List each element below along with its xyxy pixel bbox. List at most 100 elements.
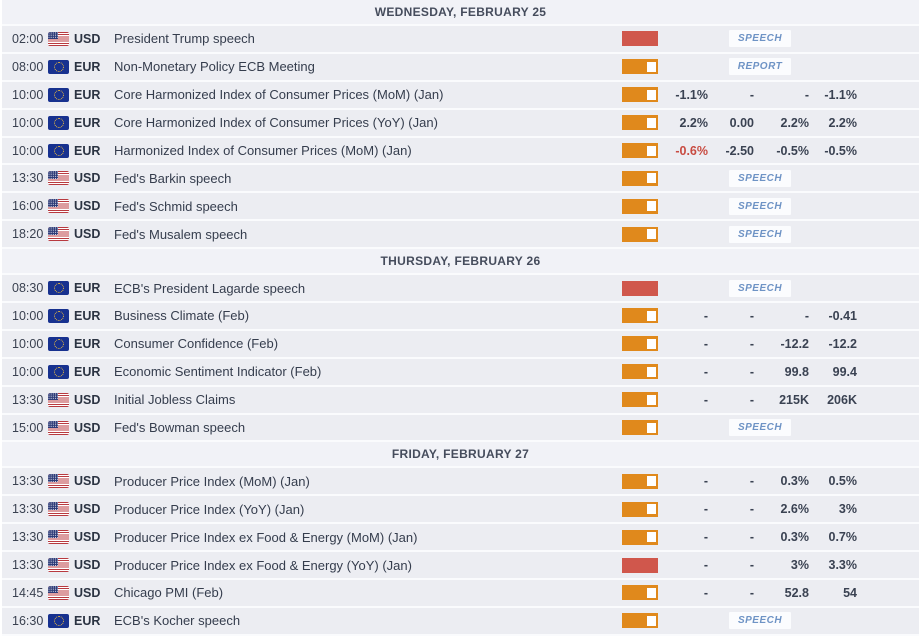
day-header: WEDNESDAY, FEBRUARY 25 [2,0,919,26]
consensus-value: 0.3% [780,474,810,489]
impact-cell [620,308,660,324]
event-row[interactable]: 14:45 USD Chicago PMI (Feb) - - 52.8 54 [2,580,919,608]
event-row[interactable]: 13:30 USD Producer Price Index (YoY) (Ja… [2,496,919,525]
event-name: ECB's President Lagarde speech [114,280,306,296]
event-row[interactable]: 08:00 EUR Non-Monetary Policy ECB Meetin… [2,53,919,82]
event-type-badge: SPEECH [728,197,792,215]
currency-code: EUR [74,143,101,158]
flag-cell [44,199,74,214]
impact-cell [620,613,660,629]
event-row[interactable]: 10:00 EUR Consumer Confidence (Feb) - - … [2,330,919,359]
impact-bar [622,143,658,158]
deviation-value: 0.00 [729,115,754,130]
deviation-value: -2.50 [725,143,755,158]
event-name: Producer Price Index ex Food & Energy (Y… [114,557,412,573]
event-row[interactable]: 10:00 EUR Harmonized Index of Consumer P… [2,137,919,166]
impact-cell [620,31,660,47]
eu-flag-icon [48,308,69,323]
event-name: Chicago PMI (Feb) [114,585,224,601]
actual-value: - [703,474,708,489]
event-row[interactable]: 13:30 USD Producer Price Index ex Food &… [2,552,919,581]
impact-bar [622,501,658,517]
event-row[interactable]: 08:30 EUR ECB's President Lagarde speech… [2,275,919,304]
day-header-label: FRIDAY, FEBRUARY 27 [391,447,530,462]
badge-area: SPEECH [663,26,857,52]
event-row[interactable]: 10:00 EUR Core Harmonized Index of Consu… [2,81,919,110]
us-flag-icon [48,474,69,489]
impact-bar [622,585,658,601]
currency-code: USD [74,31,101,46]
event-name: Core Harmonized Index of Consumer Prices… [114,115,438,131]
flag-cell [44,585,74,600]
badge-area: SPEECH [663,165,857,191]
event-time: 13:30 [12,558,44,573]
deviation-value: - [749,474,754,489]
event-time: 02:00 [12,31,44,46]
event-name: Fed's Schmid speech [114,198,238,214]
us-flag-icon [48,420,69,435]
previous-value: 54 [843,585,857,600]
currency-code: EUR [74,59,101,74]
currency-code: USD [74,502,101,517]
previous-value: 3.3% [828,558,858,573]
currency-code: EUR [74,336,101,351]
us-flag-icon [48,502,69,517]
us-flag-icon [48,171,69,186]
impact-bar [622,529,658,545]
impact-bar [622,336,658,352]
event-time: 15:00 [12,420,44,435]
event-row[interactable]: 13:30 USD Producer Price Index ex Food &… [2,524,919,553]
impact-bar [622,308,658,324]
eu-flag-icon [48,281,69,296]
event-row[interactable]: 13:30 USD Fed's Barkin speech SPEECH [2,165,919,194]
event-time: 13:30 [12,171,44,186]
actual-value: - [703,336,708,351]
event-time: 10:00 [12,364,44,379]
impact-cell [620,420,660,436]
event-row[interactable]: 16:30 EUR ECB's Kocher speech SPEECH [2,607,919,636]
event-name: Fed's Barkin speech [114,170,232,186]
day-header-label: THURSDAY, FEBRUARY 26 [380,254,541,269]
flag-cell [44,613,74,628]
impact-cell [620,170,660,186]
eu-flag-icon [48,143,69,158]
flag-cell [44,558,74,573]
actual-value: - [703,530,708,545]
event-row[interactable]: 10:00 EUR Core Harmonized Index of Consu… [2,109,919,138]
currency-code: EUR [74,308,101,323]
event-time: 10:00 [12,143,44,158]
impact-cell [620,198,660,214]
event-time: 10:00 [12,336,44,351]
event-time: 13:30 [12,474,44,489]
currency-code: USD [74,585,101,600]
consensus-value: 0.3% [780,530,810,545]
event-row[interactable]: 15:00 USD Fed's Bowman speech SPEECH [2,414,919,443]
impact-cell [620,501,660,517]
event-row[interactable]: 02:00 USD President Trump speech SPEECH [2,26,919,54]
currency-code: USD [74,474,101,489]
flag-cell [44,281,74,296]
event-row[interactable]: 16:00 USD Fed's Schmid speech SPEECH [2,193,919,222]
event-name: Fed's Bowman speech [114,420,246,436]
event-name: Non-Monetary Policy ECB Meeting [114,59,315,75]
consensus-value: -12.2 [780,336,810,351]
deviation-value: - [749,308,754,323]
event-row[interactable]: 13:30 USD Initial Jobless Claims - - 215… [2,386,919,415]
impact-cell [620,585,660,601]
event-row[interactable]: 13:30 USD Producer Price Index (MoM) (Ja… [2,468,919,497]
event-time: 08:00 [12,59,44,74]
event-row[interactable]: 10:00 EUR Business Climate (Feb) - - - -… [2,303,919,331]
us-flag-icon [48,530,69,545]
consensus-value: - [804,308,809,323]
event-type-badge: SPEECH [728,612,792,630]
impact-bar [622,226,658,242]
event-row[interactable]: 10:00 EUR Economic Sentiment Indicator (… [2,358,919,387]
actual-value: -0.6% [675,143,708,158]
eu-flag-icon [48,364,69,379]
event-name: Consumer Confidence (Feb) [114,336,279,352]
badge-area: SPEECH [663,415,857,441]
badge-area: SPEECH [663,193,857,219]
event-row[interactable]: 18:20 USD Fed's Musalem speech SPEECH [2,221,919,250]
currency-code: EUR [74,115,101,130]
flag-cell [44,227,74,242]
